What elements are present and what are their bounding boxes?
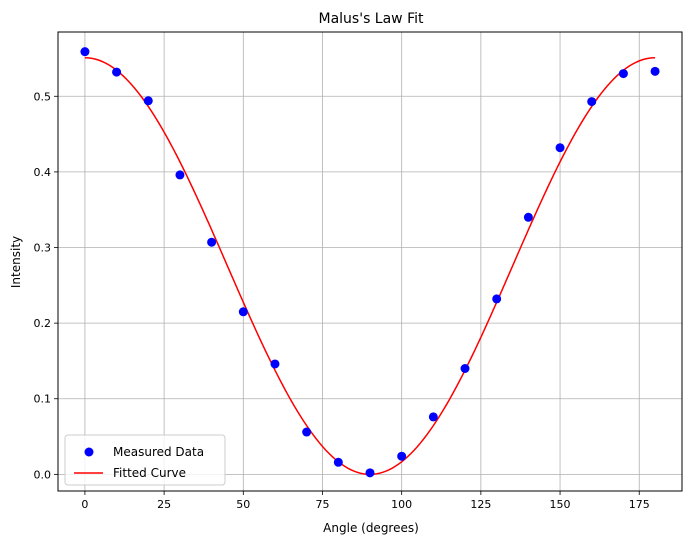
measured-data-point [302,427,312,437]
measured-data-point [80,47,90,57]
x-tick-label: 175 [629,498,650,511]
plot-area [80,47,660,478]
legend-label-fitted-curve: Fitted Curve [113,466,186,480]
measured-data-point [523,212,533,222]
measured-data-point [333,457,343,467]
y-axis-label: Intensity [9,236,23,288]
x-tick-label: 25 [157,498,171,511]
measured-data-point [112,67,122,77]
y-tick-label: 0.5 [34,90,52,103]
measured-data-point [428,412,438,422]
x-axis-label: Angle (degrees) [323,521,419,535]
measured-data-point [365,468,375,478]
chart-title: Malus's Law Fit [319,11,425,27]
legend-label-measured-data: Measured Data [113,445,204,459]
measured-data-point [143,96,153,106]
measured-data-point [175,170,185,180]
measured-data-point [555,143,565,153]
y-axis-ticks: 0.0 0.1 0.2 0.3 0.4 0.5 [34,90,58,481]
measured-data-point [207,237,217,247]
measured-data-point [397,451,407,461]
y-tick-label: 0.1 [34,393,52,406]
x-tick-label: 100 [391,498,412,511]
x-tick-label: 75 [315,498,329,511]
legend: Measured Data Fitted Curve [64,434,226,486]
x-tick-label: 0 [81,498,88,511]
axes-frame [57,31,683,492]
measured-data-point [460,363,470,373]
y-tick-label: 0.3 [34,242,52,255]
x-tick-label: 125 [470,498,491,511]
measured-data-point [618,69,628,79]
measured-data-point [650,66,660,76]
measured-data-point [238,307,248,317]
x-tick-label: 50 [236,498,250,511]
legend-box [64,434,226,486]
x-axis-ticks: 0 25 50 75 100 125 150 175 [81,491,650,511]
measured-data-point [587,97,597,107]
measured-data-point [270,359,280,369]
x-tick-label: 150 [550,498,571,511]
y-tick-label: 0.0 [34,468,52,481]
y-tick-label: 0.4 [34,166,52,179]
measured-data-point [492,294,502,304]
y-tick-label: 0.2 [34,317,52,330]
legend-marker-measured-data [84,447,94,457]
